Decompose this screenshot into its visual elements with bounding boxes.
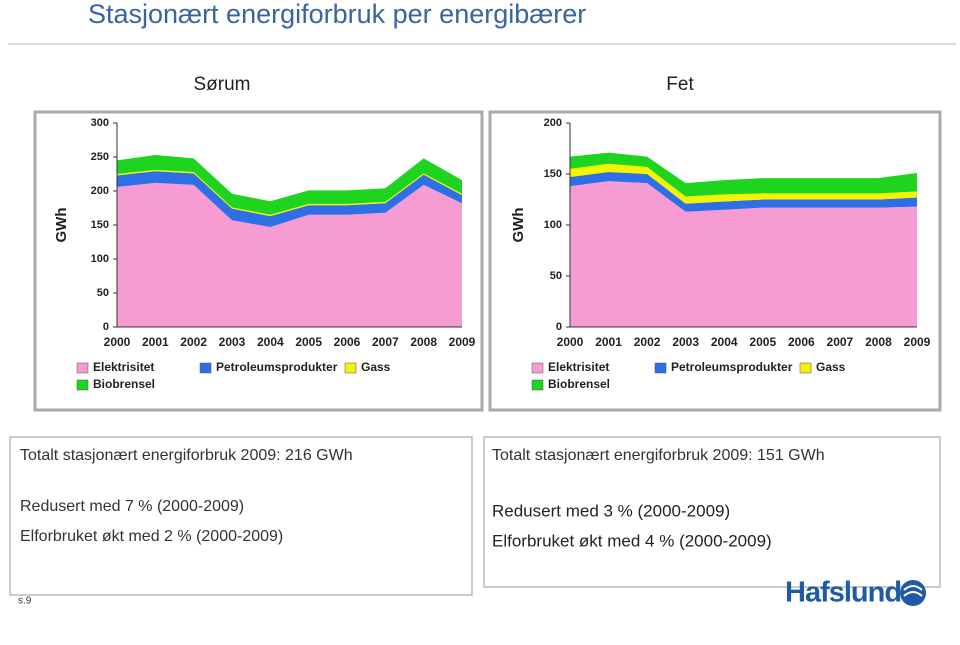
area <box>570 152 917 197</box>
text-line: Totalt stasjonært energiforbruk 2009: 21… <box>20 447 353 464</box>
y-tick-label: 50 <box>550 270 562 282</box>
legend-label: Biobrensel <box>93 377 155 391</box>
text-line: Redusert med 3 % (2000-2009) <box>492 501 730 520</box>
x-tick-label: 2006 <box>788 335 815 349</box>
legend-swatch <box>799 362 812 374</box>
y-tick-label: 200 <box>91 185 109 197</box>
x-tick-label: 2008 <box>410 335 437 349</box>
y-tick-label: 200 <box>544 117 562 129</box>
legend-label: Elektrisitet <box>548 360 609 374</box>
y-tick-label: 0 <box>556 321 562 333</box>
text-line: Elforbruket økt med 4 % (2000-2009) <box>492 531 772 550</box>
x-tick-label: 2000 <box>104 335 131 349</box>
logo: Hafslund <box>785 577 901 609</box>
legend-swatch <box>344 362 357 374</box>
legend-swatch <box>76 379 89 391</box>
y-tick-label: 100 <box>544 219 562 231</box>
legend-label: Petroleumsprodukter <box>216 360 338 374</box>
x-tick-label: 2002 <box>634 335 661 349</box>
legend-label: Elektrisitet <box>93 360 154 374</box>
x-tick-label: 2009 <box>904 335 931 349</box>
logo-waves <box>903 585 923 597</box>
y-tick-label: 250 <box>91 151 109 163</box>
area <box>117 169 462 217</box>
y-tick-label: 50 <box>97 287 109 299</box>
legend-swatch <box>199 362 212 374</box>
x-tick-label: 2001 <box>595 335 622 349</box>
area <box>570 181 917 327</box>
x-tick-label: 2009 <box>449 335 476 349</box>
y-tick-label: 0 <box>103 321 109 333</box>
x-tick-label: 2004 <box>711 335 738 349</box>
x-tick-label: 2007 <box>372 335 399 349</box>
x-tick-label: 2007 <box>827 335 854 349</box>
page-number: s.9 <box>18 596 32 607</box>
y-tick-label: 150 <box>91 219 109 231</box>
legend-label: Biobrensel <box>548 377 610 391</box>
legend-swatch <box>76 362 89 374</box>
text-line: Elforbruket økt med 2 % (2000-2009) <box>20 528 283 545</box>
x-tick-label: 2003 <box>219 335 246 349</box>
text-box <box>9 436 473 596</box>
area <box>117 171 462 228</box>
x-tick-label: 2000 <box>557 335 584 349</box>
text-box <box>483 436 941 588</box>
x-tick-label: 2004 <box>257 335 284 349</box>
panel-title: Fet <box>666 74 694 95</box>
x-tick-label: 2005 <box>749 335 776 349</box>
legend-swatch <box>654 362 667 374</box>
text-line: Totalt stasjonært energiforbruk 2009: 15… <box>492 447 825 464</box>
legend-label: Gass <box>816 360 846 374</box>
x-tick-label: 2008 <box>865 335 892 349</box>
x-tick-label: 2001 <box>142 335 169 349</box>
legend-swatch <box>531 379 544 391</box>
legend-label: Gass <box>361 360 391 374</box>
text-line: Redusert med 7 % (2000-2009) <box>20 498 244 515</box>
y-axis-label: GWh <box>53 208 70 243</box>
y-tick-label: 100 <box>91 253 109 265</box>
area <box>117 182 462 327</box>
y-axis-label: GWh <box>510 208 527 243</box>
x-tick-label: 2002 <box>180 335 207 349</box>
legend-label: Petroleumsprodukter <box>671 360 793 374</box>
slide-title: Stasjonært energiforbruk per energibærer <box>88 0 586 29</box>
area <box>117 154 462 215</box>
area <box>570 163 917 204</box>
x-tick-label: 2006 <box>334 335 361 349</box>
x-tick-label: 2003 <box>672 335 699 349</box>
panel-title: Sørum <box>194 74 251 95</box>
area <box>570 171 917 212</box>
legend-swatch <box>531 362 544 374</box>
y-tick-label: 150 <box>544 168 562 180</box>
y-tick-label: 300 <box>91 117 109 129</box>
x-tick-label: 2005 <box>295 335 322 349</box>
